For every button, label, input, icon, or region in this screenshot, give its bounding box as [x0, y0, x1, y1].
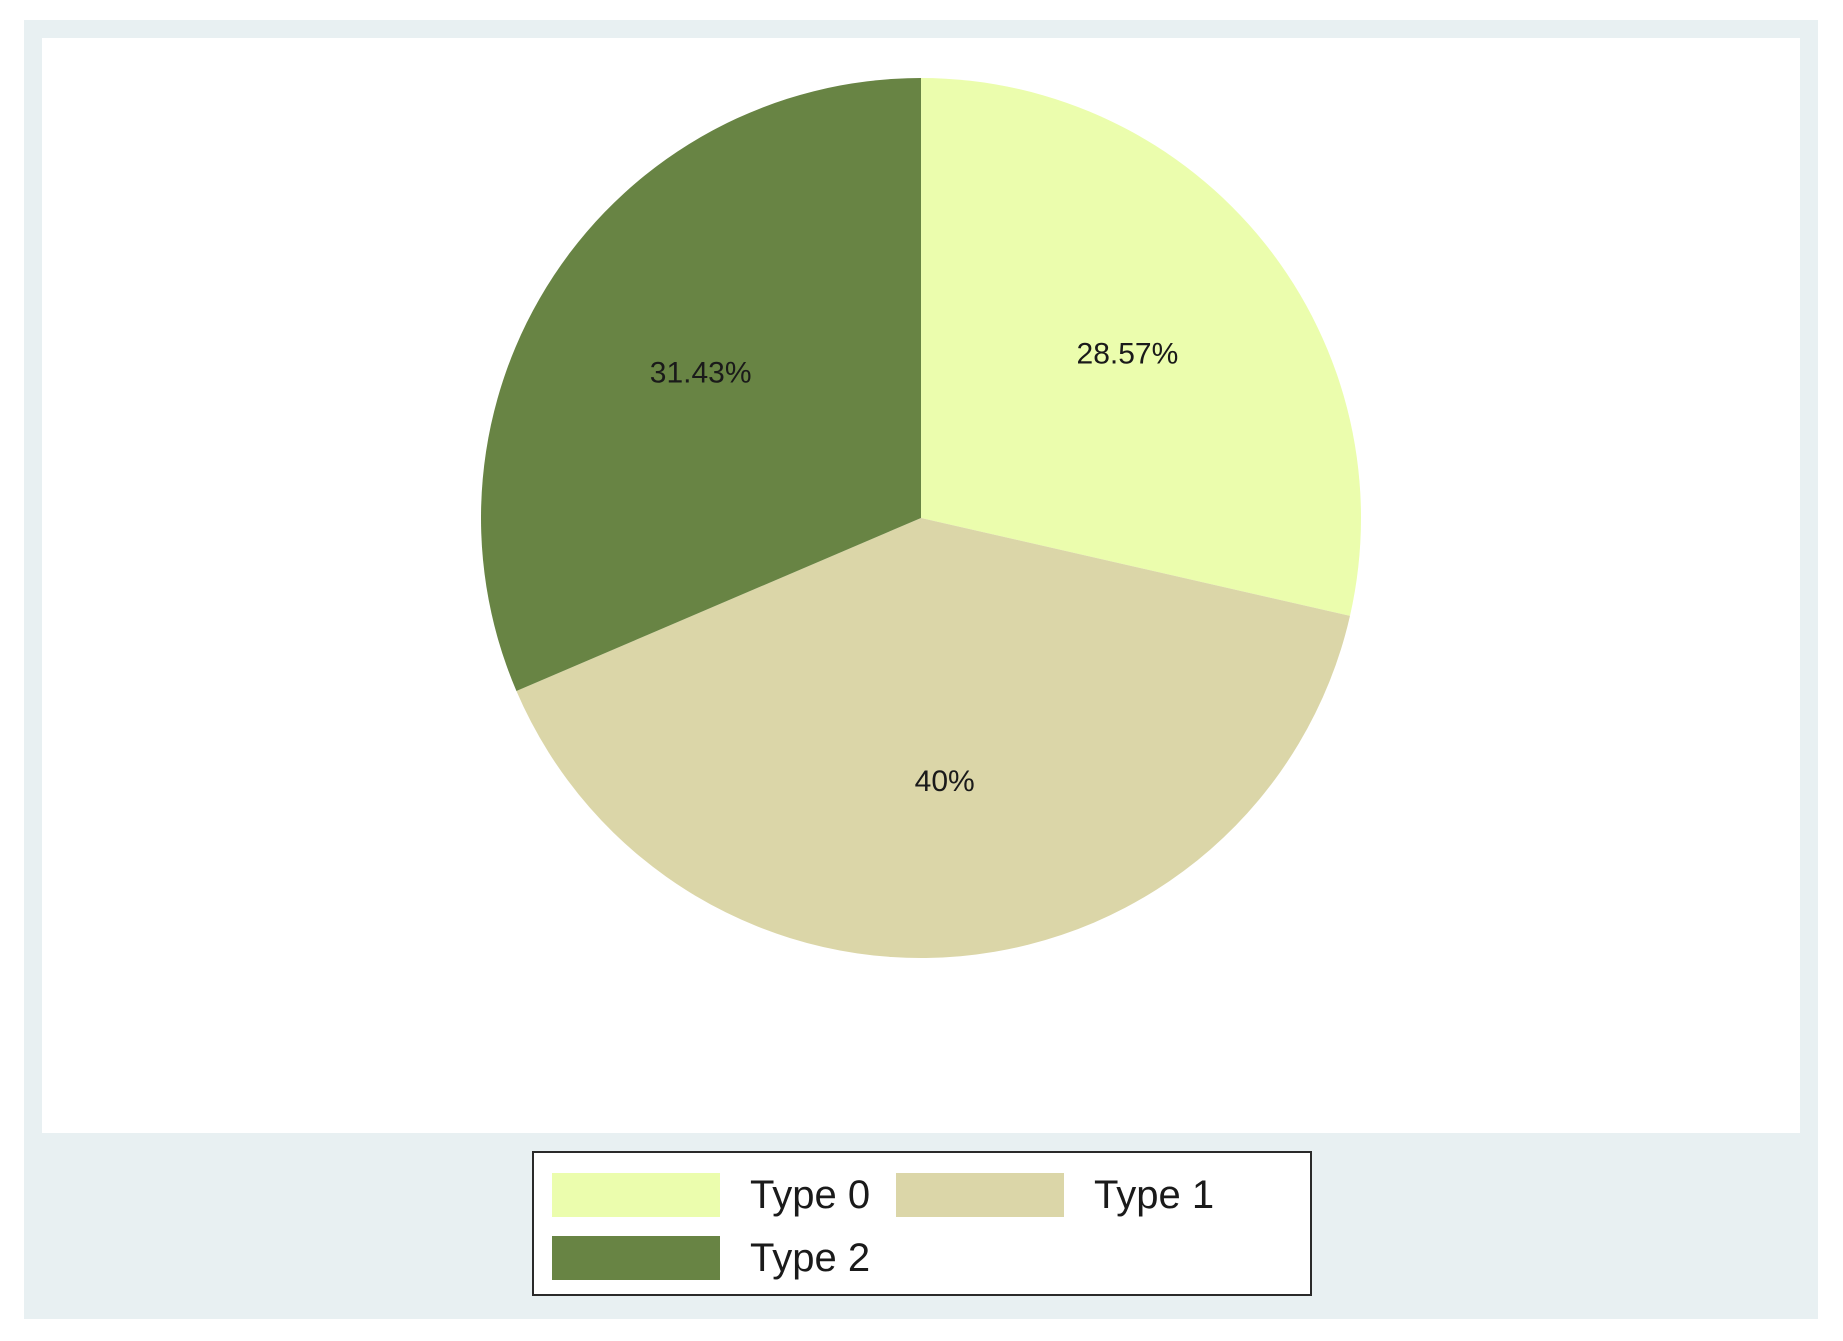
legend-item-type-1: Type 1	[896, 1173, 1214, 1217]
chart-figure: 28.57% 40% 31.43% Type 0 Type 1 Type 2	[24, 20, 1818, 1319]
slice-label-type-0: 28.57%	[1077, 337, 1179, 370]
legend-label-type-1: Type 1	[1094, 1172, 1215, 1217]
pie-labels: 28.57% 40% 31.43%	[650, 337, 1178, 798]
legend-label-type-0: Type 0	[750, 1172, 871, 1217]
pie-chart: 28.57% 40% 31.43%	[481, 78, 1361, 959]
legend-swatch-type-0	[552, 1173, 720, 1217]
pie-slice-type-2	[481, 78, 921, 691]
pie-slices	[481, 78, 1361, 959]
legend-swatch-type-2	[552, 1236, 720, 1280]
slice-label-type-1: 40%	[915, 765, 975, 798]
legend-item-type-0: Type 0	[552, 1173, 870, 1217]
pie-slice-type-1	[516, 518, 1350, 959]
slice-label-type-2: 31.43%	[650, 357, 752, 390]
plot-region: 28.57% 40% 31.43%	[42, 38, 1800, 1133]
legend-label-type-2: Type 2	[750, 1235, 871, 1280]
legend-swatch-type-1	[896, 1173, 1064, 1217]
pie-slice-type-0	[921, 78, 1361, 616]
legend: Type 0 Type 1 Type 2	[532, 1151, 1312, 1296]
legend-item-type-2: Type 2	[552, 1236, 870, 1280]
